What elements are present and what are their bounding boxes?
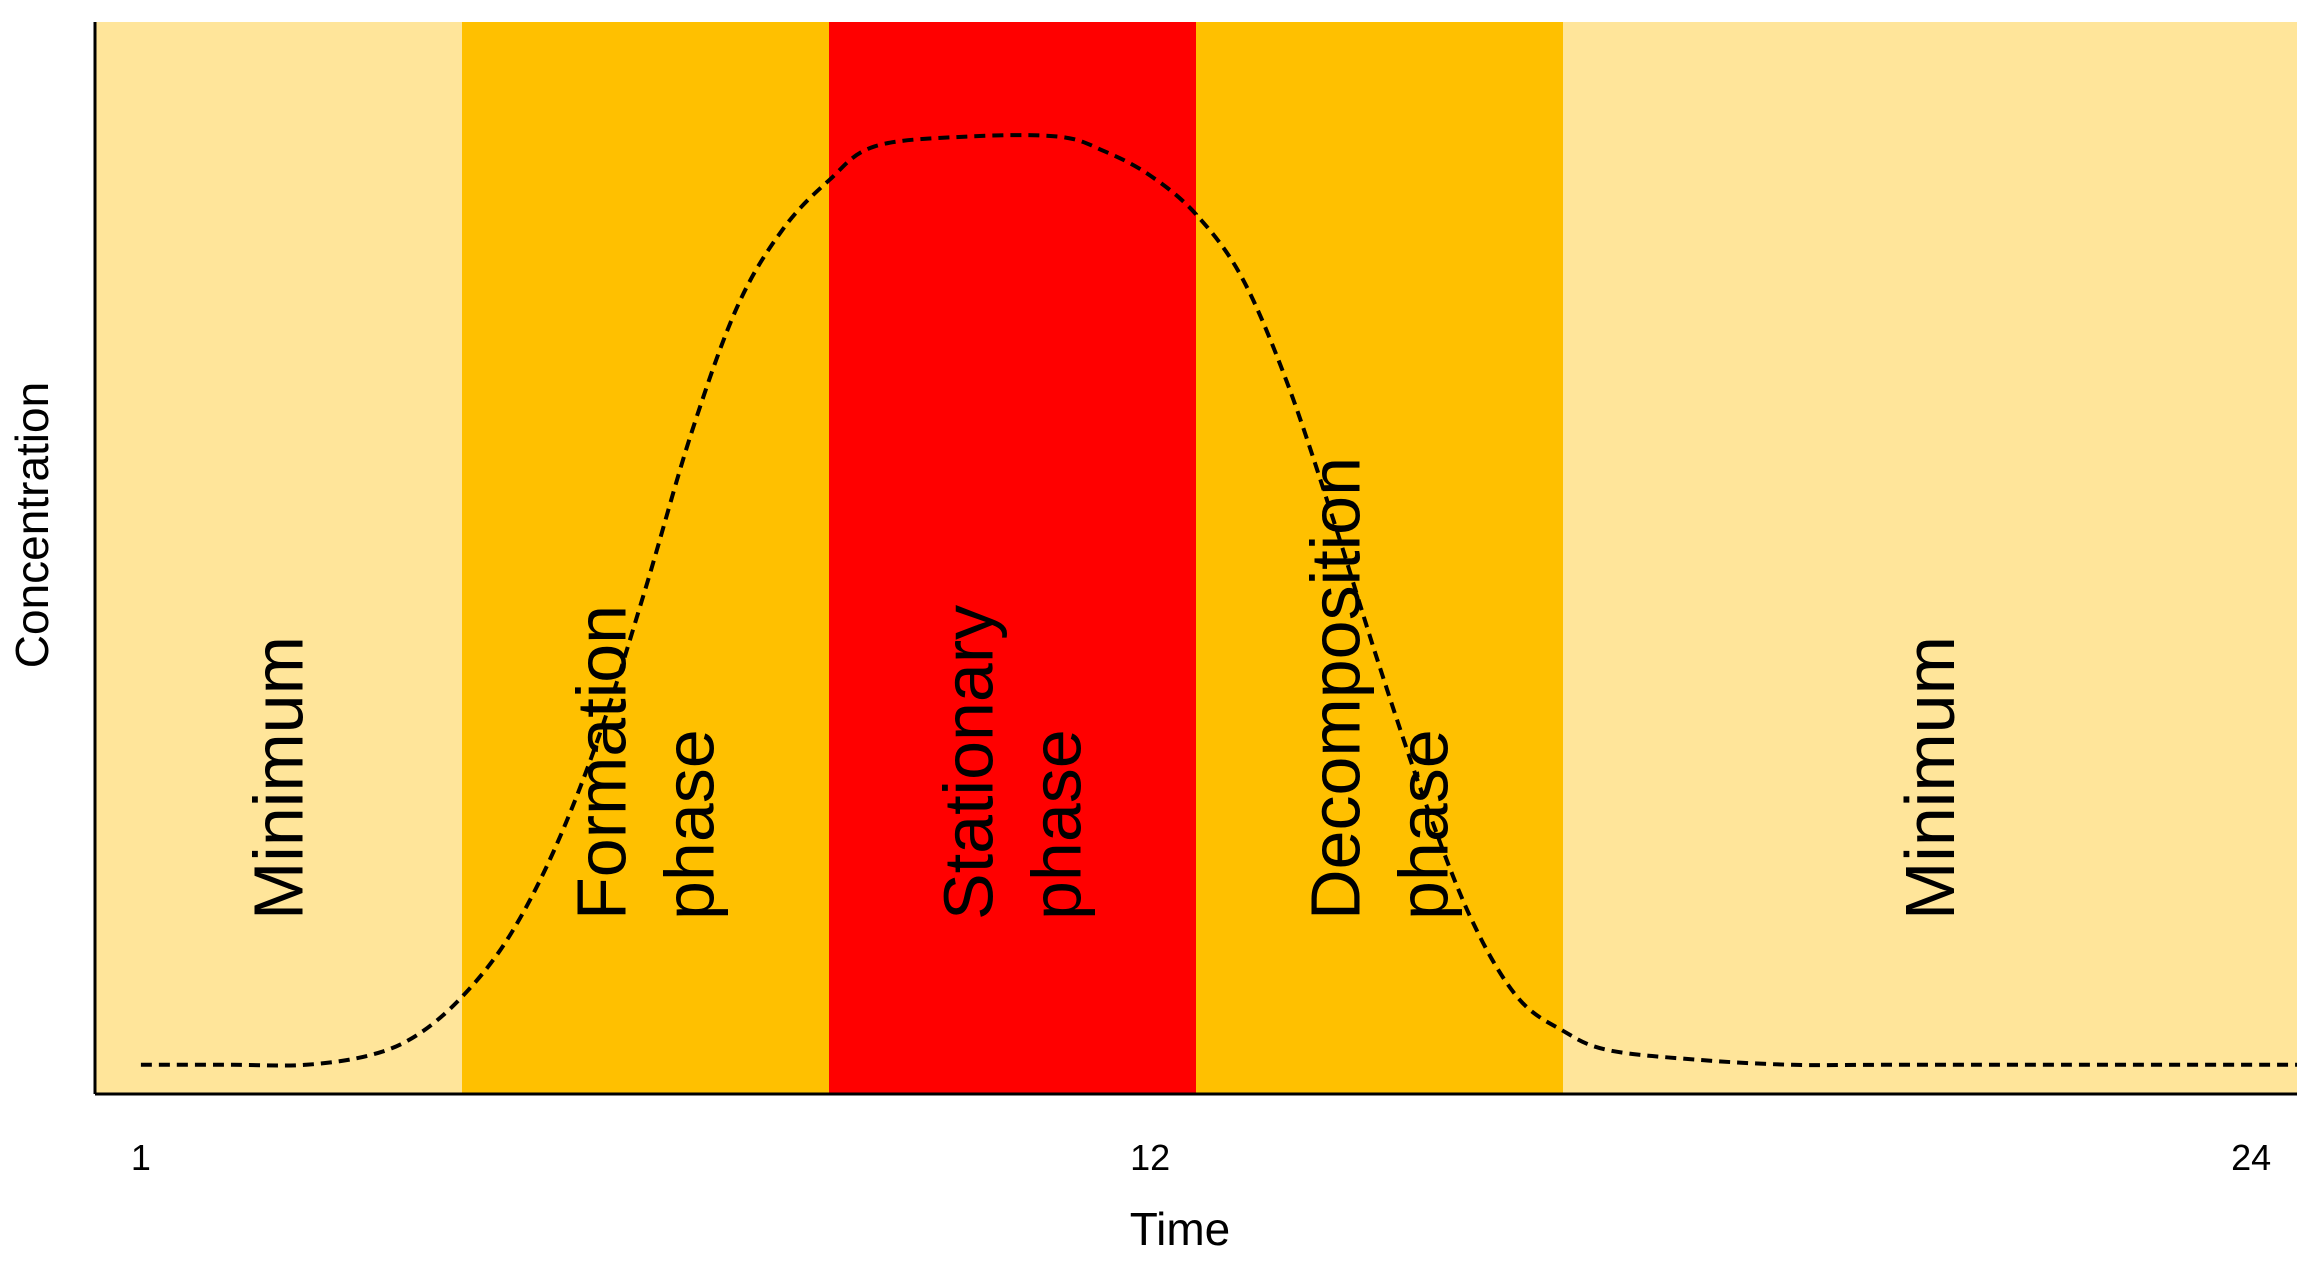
concentration-curve-layer [140,133,2297,1068]
axes: 1 12 24 [93,22,2297,1178]
phase-label-decomposition-2: phase [1385,729,1463,920]
x-tick-label: 24 [2231,1137,2271,1178]
phase-band-min2 [1563,22,2297,1094]
phase-labels: Minimum Formation phase Stationary phase Deco… [240,457,1970,920]
phase-band-formation [462,22,829,1094]
phase-label-stationary-2: phase [1018,729,1096,920]
phase-band-stationary [829,22,1196,1094]
concentration-curve [140,133,2297,1068]
phase-bands [95,22,2297,1094]
x-tick-label: 12 [1130,1137,1170,1178]
phase-label-min2-1: Minimum [1891,636,1969,920]
phase-label-formation-1: Formation [563,605,641,920]
y-axis-title: Concentration [6,382,58,668]
phase-band-decomposition [1196,22,1563,1094]
phase-label-decomposition-1: Decomposition [1297,457,1375,920]
phase-band-min1 [95,22,462,1094]
x-axis-title: Time [1130,1203,1231,1255]
phase-label-min1-1: Minimum [240,636,318,920]
x-tick-label: 1 [131,1137,151,1178]
phase-label-formation-2: phase [651,729,729,920]
phase-label-stationary-1: Stationary [930,605,1008,920]
